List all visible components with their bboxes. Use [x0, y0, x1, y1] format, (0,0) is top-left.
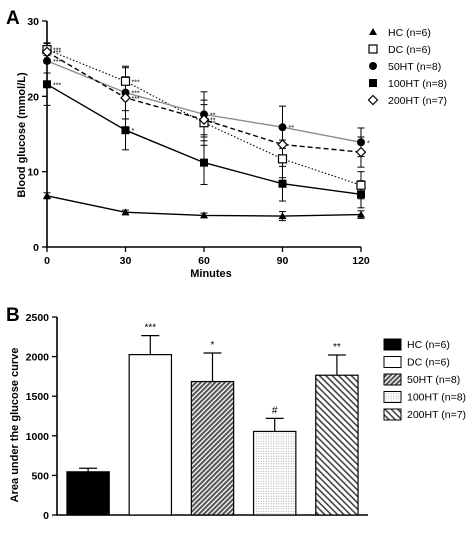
panel-a-x-tick-label: 60: [198, 255, 210, 267]
significance-label: ***: [132, 91, 140, 98]
significance-label: **: [289, 125, 295, 132]
bar-significance-label: ***: [144, 323, 156, 334]
data-point: [198, 114, 210, 126]
panel-b: B 0 500 1000 1500 2000 2500 Area under the gl…: [6, 305, 466, 522]
legend-marker: [368, 44, 378, 54]
data-point: [357, 190, 365, 199]
panel-a-legend: HC (n=6) DC (n=6) 50HT (n=8) 100HT (n=8) 200…: [367, 27, 447, 107]
data-point: [41, 46, 53, 58]
data-point: [277, 139, 288, 150]
significance-label: ***: [132, 79, 140, 86]
bar-4: [315, 374, 359, 516]
bar-legend-swatch: [383, 391, 402, 403]
significance-label: ***: [53, 50, 61, 57]
data-point: [121, 208, 130, 216]
legend-marker: [369, 28, 377, 35]
data-point: [43, 80, 51, 89]
data-point: [278, 123, 287, 132]
bar-legend-label: 200HT (n=7): [407, 409, 466, 421]
significance-label: **: [210, 121, 216, 128]
panel-b-significance-labels: ****#**: [144, 323, 340, 417]
data-point: [357, 210, 365, 218]
panel-a-y-tick-label: 30: [27, 16, 39, 28]
bar-legend-swatch: [383, 338, 402, 351]
bar-significance-label: #: [272, 405, 278, 416]
bar-0: [66, 471, 110, 516]
significance-label: ***: [53, 48, 61, 55]
panel-b-bars: [66, 354, 359, 516]
data-point: [356, 180, 366, 190]
data-point: [120, 92, 131, 104]
bar-significance-label: **: [333, 342, 341, 353]
panel-b-label: B: [6, 305, 20, 326]
legend-marker: [367, 94, 379, 106]
bar-legend-label: HC (n=6): [407, 339, 450, 351]
legend-marker: [369, 62, 377, 70]
bar-legend-swatch: [383, 373, 402, 386]
data-point: [357, 138, 365, 147]
bar-legend-label: 50HT (n=8): [407, 374, 460, 386]
significance-label: **: [210, 118, 216, 125]
panel-a-x-axis-label: Minutes: [190, 268, 232, 280]
panel-b-legend: HC (n=6) DC (n=6) 50HT (n=8) 100HT (n=8) 200…: [383, 338, 466, 421]
panel-a-error-bars: [43, 42, 365, 222]
bar-legend-swatch: [383, 356, 402, 368]
data-point: [43, 191, 51, 199]
data-point: [355, 146, 367, 158]
significance-label: *: [367, 140, 370, 147]
panel-b-y-tick-label: 500: [31, 470, 49, 482]
panel-b-y-tick-label: 1500: [26, 391, 50, 403]
data-point: [277, 154, 288, 164]
bar-1: [128, 354, 173, 516]
series-line-1: [46, 49, 362, 186]
panel-a-markers: [41, 45, 367, 220]
panel-a: A 0 10 20 30 0 30 60 90 120 Blood glucose (mmol/…: [6, 8, 447, 280]
significance-label: *: [132, 128, 135, 135]
data-point: [43, 56, 51, 65]
panel-a-x-tick-label: 120: [352, 255, 370, 267]
legend-marker: [369, 79, 377, 87]
panel-a-label: A: [6, 8, 20, 29]
legend-label: HC (n=6): [388, 27, 431, 39]
significance-label: ***: [53, 59, 61, 66]
panel-a-y-tick-label: 20: [27, 91, 39, 103]
bar-3: [252, 430, 297, 516]
panel-a-y-axis-label: Blood glucose (mmol/L): [16, 72, 28, 198]
significance-label: **: [210, 112, 216, 119]
panel-a-y-tick-label: 0: [33, 242, 39, 254]
legend-label: DC (n=6): [388, 44, 431, 56]
data-point: [120, 76, 131, 86]
panel-b-error-bars: [79, 335, 346, 472]
data-point: [278, 179, 287, 188]
bar-significance-label: *: [211, 340, 215, 351]
data-point: [200, 211, 208, 219]
legend-label: 50HT (n=8): [388, 61, 441, 73]
bar-legend-label: DC (n=6): [407, 357, 450, 369]
panel-b-y-axis-label: Area under the glucose curve: [9, 348, 21, 503]
panel-a-axes: 0 10 20 30 0 30 60 90 120: [27, 16, 370, 267]
significance-label: ***: [132, 96, 140, 103]
panel-a-y-tick-label: 10: [27, 167, 39, 179]
significance-label: ***: [53, 82, 61, 89]
panel-b-y-tick-label: 2500: [26, 312, 50, 324]
panel-a-x-tick-label: 0: [44, 255, 50, 267]
bar-legend-label: 100HT (n=8): [407, 392, 466, 404]
bar-2: [190, 380, 235, 516]
legend-label: 100HT (n=8): [388, 78, 447, 90]
data-point: [121, 126, 130, 135]
panel-b-y-tick-label: 0: [43, 510, 49, 522]
bar-legend-swatch: [383, 408, 402, 421]
panel-a-x-tick-label: 30: [120, 255, 132, 267]
panel-a-x-tick-label: 90: [277, 255, 289, 267]
legend-label: 200HT (n=7): [388, 95, 447, 107]
data-point: [200, 158, 208, 167]
panel-a-significance-labels: *******************************: [53, 48, 370, 148]
panel-b-y-tick-label: 2000: [26, 352, 50, 364]
data-point: [278, 212, 287, 220]
panel-b-y-tick-label: 1000: [26, 431, 50, 443]
